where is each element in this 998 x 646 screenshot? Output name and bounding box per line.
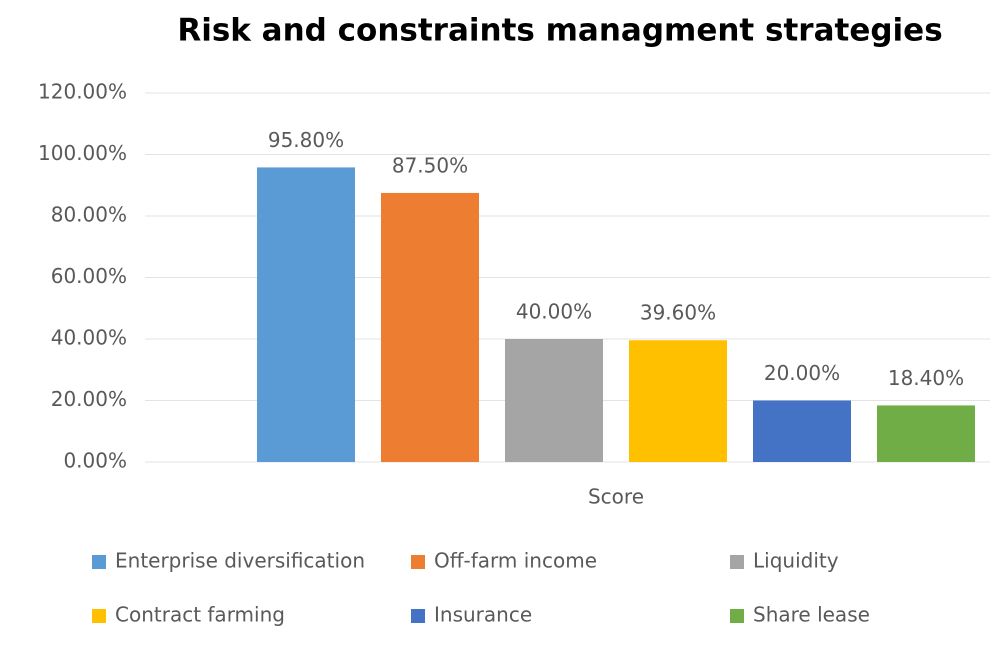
- bar: [877, 405, 975, 462]
- legend-swatch: [92, 609, 106, 623]
- legend-swatch: [411, 609, 425, 623]
- legend-label: Off-farm income: [434, 549, 597, 573]
- bar: [257, 167, 355, 463]
- y-tick-label: 80.00%: [51, 203, 127, 227]
- legend-label: Share lease: [753, 603, 870, 627]
- legend-label: Enterprise diversification: [115, 549, 365, 573]
- data-label: 40.00%: [516, 300, 592, 324]
- y-tick-label: 100.00%: [38, 141, 127, 165]
- y-tick-label: 40.00%: [51, 326, 127, 350]
- x-tick-label: Score: [588, 485, 644, 509]
- y-tick-label: 0.00%: [63, 449, 127, 473]
- legend-swatch: [92, 555, 106, 569]
- bar: [381, 192, 479, 462]
- data-label: 39.60%: [640, 301, 716, 325]
- legend-label: Contract farming: [115, 603, 285, 627]
- y-tick-label: 20.00%: [51, 387, 127, 411]
- legend-swatch: [730, 609, 744, 623]
- y-tick-label: 60.00%: [51, 264, 127, 288]
- bar: [629, 340, 727, 462]
- legend-swatch: [411, 555, 425, 569]
- data-label: 95.80%: [268, 128, 344, 152]
- data-label: 20.00%: [764, 361, 840, 385]
- legend-label: Insurance: [434, 603, 532, 627]
- legend-swatch: [730, 555, 744, 569]
- data-label: 18.40%: [888, 366, 964, 390]
- bar: [753, 400, 851, 462]
- chart-title: Risk and constraints managment strategie…: [177, 13, 942, 49]
- bar: [505, 339, 603, 462]
- y-tick-label: 120.00%: [38, 80, 127, 104]
- legend-label: Liquidity: [753, 549, 839, 573]
- data-label: 87.50%: [392, 153, 468, 177]
